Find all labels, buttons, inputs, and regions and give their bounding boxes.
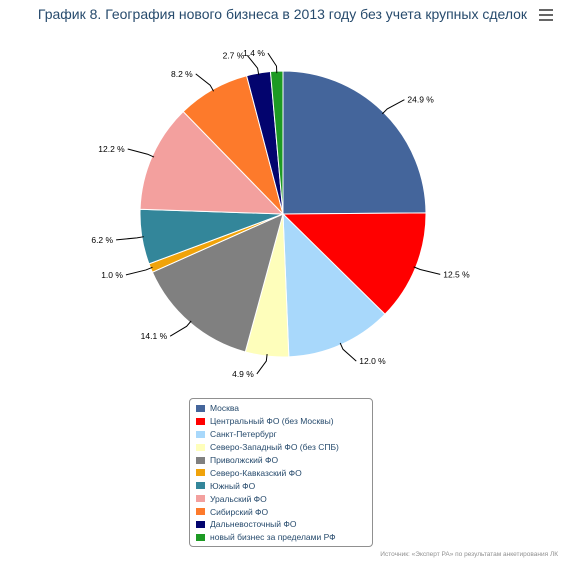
legend-item[interactable]: Южный ФО bbox=[196, 479, 366, 492]
legend-swatch bbox=[196, 469, 205, 477]
legend-swatch bbox=[196, 482, 205, 490]
legend-label: Москва bbox=[210, 403, 240, 414]
legend-swatch bbox=[196, 495, 205, 503]
data-label-connector bbox=[256, 354, 268, 375]
pie-slice[interactable] bbox=[282, 70, 427, 215]
data-label-connector bbox=[246, 55, 260, 76]
data-label-connector bbox=[267, 52, 278, 74]
legend-label: Северо-Кавказский ФО bbox=[210, 467, 302, 478]
data-label: 8.2 % bbox=[171, 69, 193, 79]
legend-item[interactable]: Уральский ФО bbox=[196, 492, 366, 505]
legend-label: Центральный ФО (без Москвы) bbox=[210, 416, 334, 427]
legend-label: новый бизнес за пределами РФ bbox=[210, 532, 336, 543]
data-label-connector bbox=[381, 99, 405, 115]
chart-legend: Москва Центральный ФО (без Москвы) Санкт-П… bbox=[189, 398, 373, 547]
legend-swatch bbox=[196, 417, 205, 425]
data-label: 24.9 % bbox=[407, 95, 434, 105]
data-label-connector bbox=[339, 342, 357, 362]
legend-swatch bbox=[196, 533, 205, 541]
data-label-connector bbox=[125, 266, 153, 276]
legend-label: Приволжский ФО bbox=[210, 455, 279, 465]
legend-swatch bbox=[196, 508, 205, 516]
legend-label: Санкт-Петербург bbox=[210, 429, 277, 440]
data-label-connector bbox=[169, 320, 192, 337]
data-label: 12.5 % bbox=[443, 269, 470, 279]
pie-chart: 24.9 % 12.5 % 12.0 % 4.9 % 14.1 % 1.0 % 6.2 % 1… bbox=[91, 48, 470, 379]
data-label: 1.0 % bbox=[101, 270, 123, 280]
legend-item[interactable]: новый бизнес за пределами РФ bbox=[196, 531, 366, 544]
legend-item[interactable]: Санкт-Петербург bbox=[196, 428, 366, 441]
legend-item[interactable]: Сибирский ФО bbox=[196, 505, 366, 518]
data-label: 1.4 % bbox=[243, 48, 265, 58]
legend-item[interactable]: Центральный ФО (без Москвы) bbox=[196, 415, 366, 428]
data-label-connector bbox=[127, 148, 155, 158]
data-label: 4.9 % bbox=[232, 369, 254, 379]
legend-label: Южный ФО bbox=[210, 480, 256, 491]
legend-item[interactable]: Дальневосточный ФО bbox=[196, 518, 366, 531]
legend-swatch bbox=[196, 456, 205, 464]
data-label: 6.2 % bbox=[91, 235, 113, 245]
chart-title: График 8. География нового бизнеса в 201… bbox=[37, 6, 528, 22]
legend-swatch bbox=[196, 430, 205, 438]
legend-swatch bbox=[196, 404, 205, 412]
legend-item[interactable]: Москва bbox=[196, 402, 366, 415]
data-label: 12.2 % bbox=[98, 144, 125, 154]
data-label-connector bbox=[413, 266, 441, 275]
legend-label: Сибирский ФО bbox=[210, 506, 269, 517]
data-label: 2.7 % bbox=[223, 50, 245, 60]
data-label: 12.0 % bbox=[359, 356, 386, 366]
data-label-connector bbox=[116, 236, 144, 241]
data-label-connector bbox=[195, 73, 215, 92]
legend-label: Дальневосточный ФО bbox=[210, 519, 297, 530]
legend-item[interactable]: Приволжский ФО bbox=[196, 454, 366, 467]
legend-item[interactable]: Северо-Западный ФО (без СПБ) bbox=[196, 441, 366, 454]
legend-swatch bbox=[196, 520, 205, 528]
hamburger-menu-icon[interactable] bbox=[539, 9, 553, 21]
legend-swatch bbox=[196, 443, 205, 451]
legend-item[interactable]: Северо-Кавказский ФО bbox=[196, 466, 366, 479]
data-label: 14.1 % bbox=[141, 331, 168, 341]
legend-label: Северо-Западный ФО (без СПБ) bbox=[210, 442, 339, 453]
legend-label: Уральский ФО bbox=[210, 493, 267, 504]
source-credits: Источник: «Эксперт РА» по результатам ан… bbox=[380, 551, 558, 558]
